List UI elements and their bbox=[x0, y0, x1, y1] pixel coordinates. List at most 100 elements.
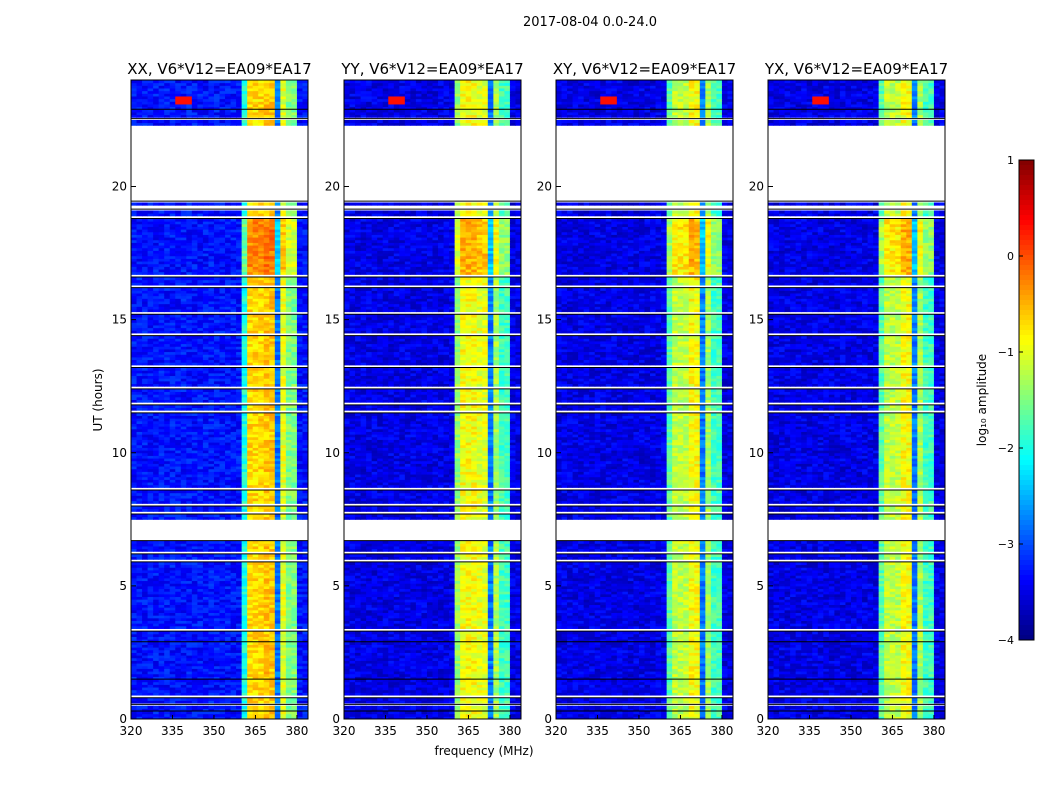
heatmap-cell bbox=[236, 415, 243, 419]
heatmap-cell bbox=[186, 380, 193, 385]
heatmap-cell bbox=[186, 468, 193, 472]
heatmap-cell bbox=[202, 604, 209, 608]
heatmap-cell bbox=[291, 356, 298, 361]
heatmap-cell bbox=[202, 639, 209, 643]
heatmap-cell bbox=[169, 359, 176, 363]
heatmap-cell bbox=[296, 367, 303, 371]
heatmap-cell bbox=[302, 657, 309, 661]
heatmap-cell bbox=[164, 420, 171, 424]
heatmap-cell bbox=[236, 631, 243, 635]
heatmap-cell bbox=[158, 439, 165, 443]
heatmap-cell bbox=[147, 442, 154, 446]
heatmap-cell bbox=[158, 684, 165, 688]
heatmap-cell bbox=[153, 644, 160, 648]
heatmap-cell bbox=[280, 508, 287, 512]
heatmap-cell bbox=[296, 548, 303, 552]
heatmap-cell bbox=[230, 474, 237, 478]
heatmap-cell bbox=[263, 492, 270, 496]
heatmap-cell bbox=[285, 711, 292, 715]
heatmap-cell bbox=[158, 343, 165, 347]
heatmap-cell bbox=[197, 471, 204, 475]
heatmap-cell bbox=[186, 561, 193, 566]
heatmap-cell bbox=[208, 679, 215, 683]
heatmap-cell bbox=[280, 713, 287, 717]
heatmap-cell bbox=[186, 655, 193, 659]
heatmap-cell bbox=[258, 596, 265, 600]
heatmap-cell bbox=[136, 500, 143, 504]
heatmap-cell bbox=[197, 399, 204, 403]
heatmap-cell bbox=[247, 466, 254, 470]
heatmap-cell bbox=[219, 540, 226, 544]
heatmap-cell bbox=[274, 548, 281, 552]
heatmap-cell bbox=[136, 482, 143, 486]
heatmap-cell bbox=[236, 663, 243, 667]
heatmap-cell bbox=[236, 351, 243, 355]
heatmap-cell bbox=[180, 452, 187, 456]
heatmap-cell bbox=[252, 370, 259, 374]
heatmap-cell bbox=[197, 327, 204, 331]
heatmap-cell bbox=[285, 660, 292, 664]
heatmap-cell bbox=[302, 540, 309, 544]
heatmap-cell bbox=[175, 442, 182, 446]
heatmap-cell bbox=[208, 599, 215, 603]
heatmap-cell bbox=[131, 553, 138, 558]
heatmap-cell bbox=[197, 713, 204, 717]
heatmap-cell bbox=[197, 428, 204, 432]
heatmap-cell bbox=[180, 660, 187, 664]
heatmap-cell bbox=[280, 673, 287, 677]
heatmap-cell bbox=[296, 346, 303, 350]
heatmap-cell bbox=[296, 604, 303, 608]
heatmap-cell bbox=[258, 471, 265, 475]
heatmap-cell bbox=[225, 324, 232, 329]
heatmap-cell bbox=[230, 484, 237, 488]
heatmap-cell bbox=[136, 615, 143, 619]
heatmap-cell bbox=[202, 423, 209, 427]
heatmap-cell bbox=[296, 687, 303, 691]
heatmap-cell bbox=[213, 580, 220, 584]
heatmap-cell bbox=[153, 450, 160, 454]
heatmap-cell bbox=[142, 572, 149, 576]
heatmap-cell bbox=[263, 577, 270, 582]
heatmap-cell bbox=[153, 431, 160, 435]
heatmap-cell bbox=[291, 476, 298, 480]
heatmap-cell bbox=[175, 548, 182, 552]
heatmap-cell bbox=[236, 623, 243, 627]
heatmap-cell bbox=[213, 418, 220, 422]
heatmap-cell bbox=[296, 673, 303, 677]
heatmap-cell bbox=[197, 583, 204, 587]
heatmap-cell bbox=[296, 391, 303, 395]
heatmap-cell bbox=[219, 607, 226, 611]
heatmap-cell bbox=[225, 577, 232, 582]
heatmap-cell bbox=[252, 423, 259, 427]
heatmap-cell bbox=[197, 599, 204, 603]
heatmap-cell bbox=[269, 399, 276, 403]
heatmap-cell bbox=[225, 711, 232, 715]
heatmap-cell bbox=[296, 479, 303, 483]
heatmap-cell bbox=[208, 490, 215, 494]
heatmap-cell bbox=[285, 474, 292, 478]
heatmap-cell bbox=[285, 668, 292, 672]
heatmap-cell bbox=[236, 596, 243, 600]
heatmap-cell bbox=[280, 362, 287, 366]
heatmap-cell bbox=[153, 354, 160, 358]
heatmap-cell bbox=[158, 495, 165, 499]
heatmap-cell bbox=[186, 394, 193, 398]
heatmap-cell bbox=[175, 330, 182, 334]
heatmap-cell bbox=[263, 426, 270, 430]
heatmap-cell bbox=[136, 548, 143, 552]
heatmap-cell bbox=[180, 340, 187, 345]
heatmap-cell bbox=[142, 708, 149, 712]
heatmap-cell bbox=[142, 567, 149, 571]
heatmap-cell bbox=[175, 466, 182, 470]
heatmap-cell bbox=[202, 458, 209, 462]
heatmap-cell bbox=[169, 604, 176, 608]
heatmap-cell bbox=[153, 482, 160, 486]
heatmap-cell bbox=[263, 442, 270, 446]
heatmap-cell bbox=[147, 506, 154, 510]
heatmap-cell bbox=[225, 593, 232, 598]
heatmap-cell bbox=[269, 601, 276, 606]
heatmap-cell bbox=[191, 423, 198, 427]
heatmap-cell bbox=[208, 676, 215, 680]
heatmap-cell bbox=[197, 644, 204, 648]
heatmap-cell bbox=[258, 676, 265, 680]
